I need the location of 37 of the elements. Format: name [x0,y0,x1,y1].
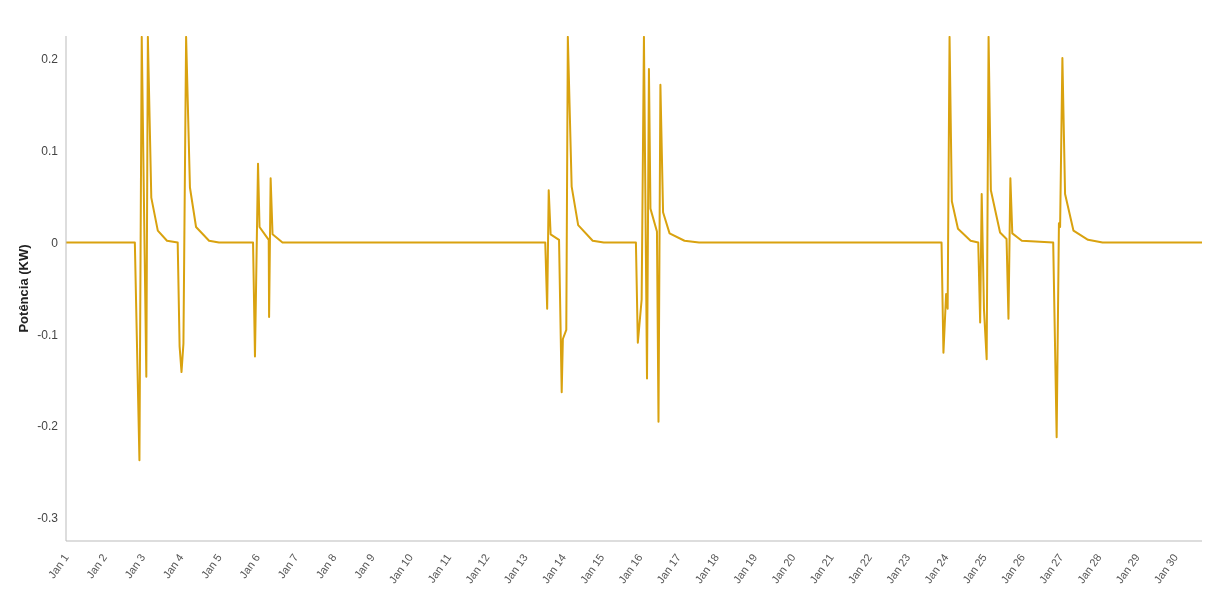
x-tick-label: Jan 22 [845,551,875,586]
x-tick-label: Jan 30 [1151,551,1181,586]
x-tick-label: Jan 14 [539,551,569,586]
x-tick-label: Jan 20 [768,551,798,586]
x-tick-label: Jan 13 [501,551,530,586]
x-tick-label: Jan 2 [83,551,110,581]
y-tick-label: 0 [51,235,59,250]
y-axis-title: Potência (KW) [15,244,31,333]
x-tick-label: Jan 19 [730,551,760,586]
y-tick-label: -0.2 [37,419,59,434]
x-tick-label: Jan 1 [45,551,71,581]
y-tick-label: -0.3 [37,511,59,526]
y-tick-label: -0.1 [37,327,59,342]
x-tick-label: Jan 12 [462,551,492,586]
x-tick-label: Jan 24 [921,551,951,586]
x-tick-label: Jan 25 [960,551,989,586]
x-tick-label: Jan 5 [198,551,224,581]
x-tick-label: Jan 26 [998,551,1028,586]
x-tick-label: Jan 3 [122,551,148,581]
x-tick-label: Jan 8 [313,551,339,581]
x-tick-label: Jan 29 [1113,551,1142,586]
x-tick-label: Jan 17 [654,551,683,586]
x-tick-label: Jan 10 [386,551,416,586]
x-tick-label: Jan 23 [883,551,913,586]
y-tick-label: 0.1 [41,144,59,159]
x-tick-label: Jan 27 [1036,551,1066,586]
x-tick-label: Jan 15 [577,551,607,586]
x-tick-label: Jan 18 [692,551,722,586]
y-tick-label: 0.2 [41,52,59,67]
x-tick-label: Jan 4 [160,551,186,581]
x-tick-label: Jan 11 [425,551,454,585]
x-tick-label: Jan 6 [236,551,263,581]
x-tick-label: Jan 7 [275,551,301,581]
x-tick-label: Jan 21 [807,551,836,586]
x-tick-label: Jan 16 [615,551,645,586]
x-tick-label: Jan 28 [1074,551,1104,586]
x-tick-label: Jan 9 [351,551,377,581]
